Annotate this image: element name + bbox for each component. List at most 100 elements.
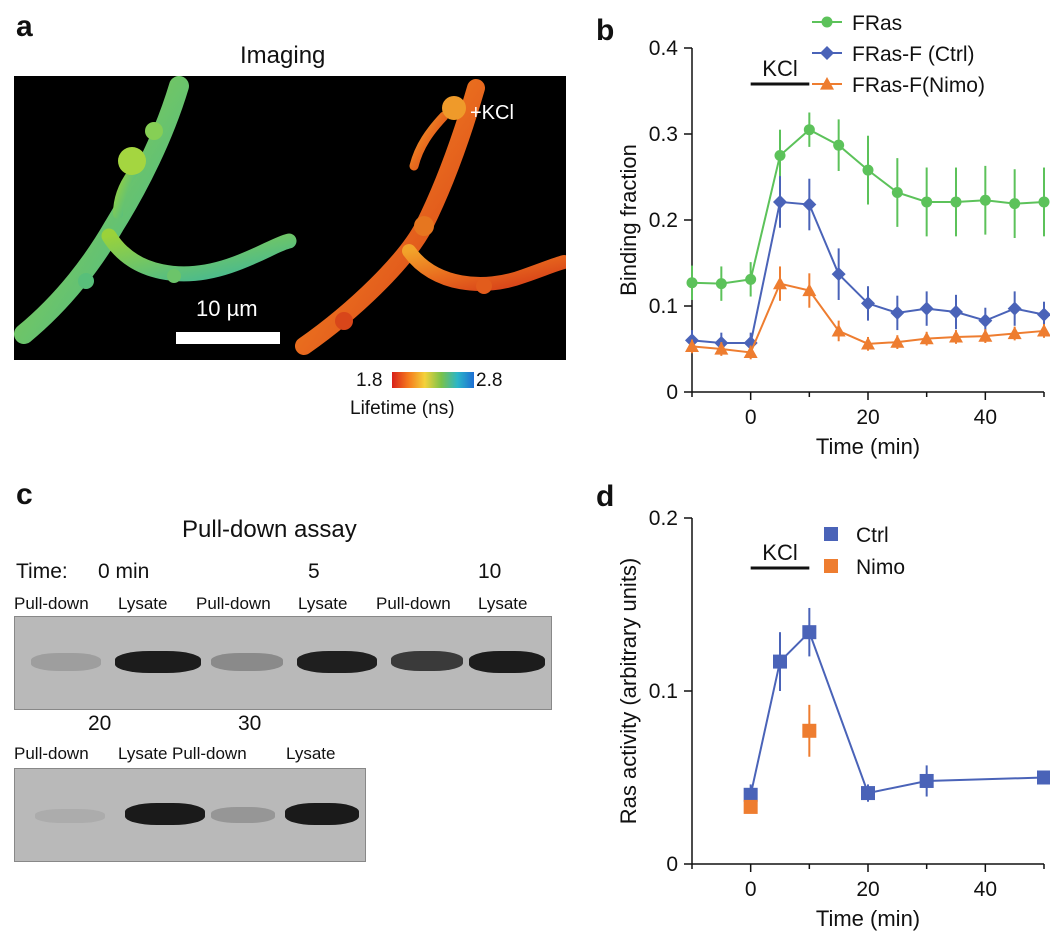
data-point-fras [1009, 198, 1021, 210]
x-axis-label: Time (min) [816, 906, 920, 931]
x-tick-label: 40 [974, 878, 997, 901]
data-point-fras [979, 194, 991, 206]
dendrite-kcl [295, 79, 571, 355]
legend-label-nimo: Nimo [856, 556, 905, 579]
data-point-fras-f-nimo [714, 342, 729, 355]
lane-label-lysate-20: Lysate [118, 744, 168, 763]
legend-marker-fras-f-ctrl [820, 46, 834, 60]
data-point-fras-f-nimo [919, 331, 934, 345]
kcl-label: KCl [762, 540, 797, 565]
data-point-fras [833, 139, 845, 151]
data-point-fras-f-nimo [1007, 326, 1022, 340]
x-tick-label: 0 [745, 878, 757, 901]
data-point-fras [745, 273, 757, 285]
dendrite-image [14, 76, 571, 355]
series-line-fras-f-ctrl [691, 200, 1045, 344]
data-point-fras-f-ctrl [743, 335, 758, 350]
lane-label-pulldown-5: Pull-down [196, 594, 271, 613]
legend-marker-nimo [824, 559, 838, 573]
band-lysate-5 [297, 651, 377, 673]
data-point-fras [715, 278, 727, 290]
time-prefix: Time: [16, 560, 68, 583]
data-point-fras-f-nimo [890, 335, 905, 348]
legend-marker-fras-f-nimo [820, 77, 834, 90]
band-lysate-20 [125, 803, 205, 825]
legend-marker-ctrl [824, 527, 838, 541]
lane-label-lysate-10: Lysate [478, 594, 528, 613]
band-pulldown-5 [211, 653, 283, 671]
time-20: 20 [88, 712, 112, 735]
panel-a-letter: a [16, 10, 33, 43]
data-point-nimo [743, 799, 758, 814]
lane-label-lysate-5: Lysate [298, 594, 348, 613]
data-point-fras [774, 150, 786, 161]
time-10: 10 [478, 560, 502, 583]
lane-label-pulldown-10: Pull-down [376, 594, 451, 613]
western-blot-row-1 [14, 616, 552, 710]
lane-label-pulldown-0: Pull-down [14, 594, 89, 613]
data-point-fras-f-ctrl [978, 313, 993, 328]
data-point-fras-f-ctrl [919, 301, 934, 316]
panel-b-letter: b [596, 14, 615, 47]
data-point-fras-f-nimo [978, 329, 993, 342]
time-5: 5 [308, 560, 320, 583]
x-tick-label: 20 [856, 878, 879, 901]
series-line-ctrl [749, 630, 1045, 796]
y-tick-label: 0 [666, 381, 678, 404]
panel-c-letter: c [16, 478, 33, 511]
x-tick-label: 0 [745, 406, 757, 429]
y-tick-label: 0.2 [649, 209, 678, 232]
kcl-label: KCl [762, 56, 797, 81]
data-point-fras-f-ctrl [1007, 301, 1022, 316]
y-tick-label: 0.1 [649, 680, 678, 703]
data-point-ctrl [919, 773, 934, 788]
band-pulldown-10 [391, 651, 463, 671]
y-tick-label: 0.1 [649, 295, 678, 318]
chart-binding-fraction: 0 0.1 0.2 0.3 0.4 0 20 40 Time (min) Binding frac… [616, 14, 1050, 459]
data-point-fras [686, 277, 698, 289]
data-point-fras-f-ctrl [1037, 307, 1050, 322]
legend-label-fras-f-nimo: FRas-F(Nimo) [852, 74, 985, 97]
data-point-ctrl [743, 787, 758, 802]
data-point-fras-f-ctrl [890, 305, 905, 320]
data-point-fras-f-nimo [831, 323, 846, 337]
data-point-fras [862, 164, 874, 176]
lifetime-colorbar [392, 372, 474, 388]
data-point-ctrl [1037, 770, 1050, 785]
chart-ras-activity: 0 0.1 0.2 0 20 40 Time (min) Ras activity (arbi… [616, 507, 1050, 931]
band-lysate-30 [285, 803, 359, 825]
y-axis-label: Binding fraction [616, 144, 641, 296]
data-point-ctrl [802, 625, 817, 640]
lane-label-lysate-30: Lysate [286, 744, 336, 763]
data-point-fras-f-ctrl [773, 194, 787, 209]
x-tick-label: 40 [974, 406, 997, 429]
band-lysate-0 [115, 651, 201, 673]
lane-label-pulldown-20: Pull-down [14, 744, 89, 763]
y-tick-label: 0.3 [649, 123, 678, 146]
band-lysate-10 [469, 651, 545, 673]
panel-d-letter: d [596, 480, 615, 513]
legend-label-ctrl: Ctrl [856, 524, 889, 547]
panel-a-title: Imaging [240, 42, 326, 69]
y-tick-label: 0 [666, 853, 678, 876]
data-point-fras [921, 196, 933, 208]
data-point-fras-f-nimo [743, 345, 758, 359]
scale-bar-label: 10 µm [196, 296, 258, 321]
data-point-fras-f-nimo [1037, 323, 1050, 337]
data-point-fras-f-nimo [949, 329, 963, 343]
data-point-fras [803, 124, 815, 136]
data-point-fras-f-nimo [773, 276, 787, 290]
time-0-min: 0 min [98, 560, 150, 583]
kcl-condition-label: +KCl [470, 102, 514, 124]
colorbar-max-label: 2.8 [476, 370, 503, 391]
y-tick-label: 0.4 [649, 37, 679, 60]
legend-label-fras-f-ctrl: FRas-F (Ctrl) [852, 43, 974, 66]
data-point-fras [1038, 196, 1050, 208]
x-tick-label: 20 [856, 406, 879, 429]
scale-bar [176, 332, 280, 344]
dendrite-control [14, 76, 297, 344]
data-point-fras [950, 196, 962, 208]
y-tick-label: 0.2 [649, 507, 678, 530]
western-blot-row-2 [14, 768, 366, 862]
data-point-fras-f-ctrl [949, 305, 963, 320]
